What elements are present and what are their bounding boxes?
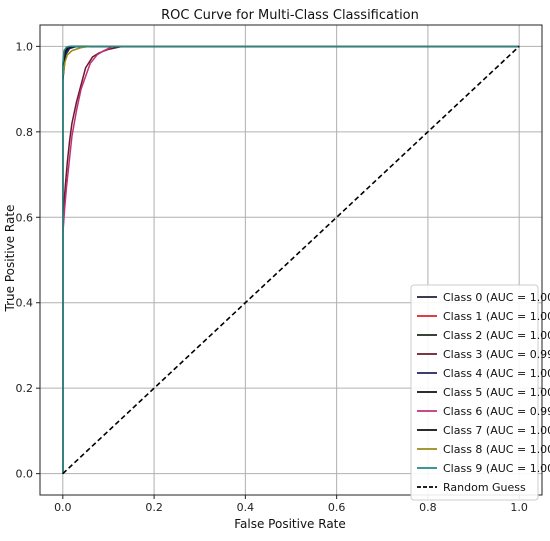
axis-ticks: 0.0 0.2 0.4 0.6 0.8 1.0 0.0 0.2 0.4 0.6 0.8 1.0 — [16, 40, 528, 514]
legend-label: Class 6 (AUC = 0.99) — [443, 405, 550, 418]
legend-box — [410, 284, 539, 501]
y-tick-label: 0.0 — [16, 468, 34, 481]
y-axis-title: True Positive Rate — [3, 205, 17, 313]
legend-label: Class 7 (AUC = 1.00) — [443, 424, 550, 437]
legend-label: Class 2 (AUC = 1.00) — [443, 329, 550, 342]
legend-label: Class 4 (AUC = 1.00) — [443, 367, 550, 380]
series-line-10 — [62, 45, 520, 475]
legend-label: Class 8 (AUC = 1.00) — [443, 443, 550, 456]
y-tick-label: 0.2 — [16, 382, 34, 395]
x-tick-label: 0.2 — [145, 501, 163, 514]
chart-title: ROC Curve for Multi-Class Classification — [161, 8, 419, 23]
series-line-9 — [62, 45, 520, 474]
legend-label: Random Guess — [443, 481, 526, 494]
legend-label: Class 0 (AUC = 1.00) — [443, 291, 550, 304]
y-tick-label: 0.6 — [16, 211, 34, 224]
legend-label: Class 9 (AUC = 1.00) — [443, 462, 550, 475]
x-tick-label: 0.4 — [237, 501, 255, 514]
x-tick-label: 1.0 — [510, 501, 528, 514]
y-tick-label: 1.0 — [16, 40, 34, 53]
legend-label: Class 3 (AUC = 0.99) — [443, 348, 550, 361]
x-axis-title: False Positive Rate — [234, 517, 346, 531]
y-tick-label: 0.8 — [16, 126, 34, 139]
x-tick-label: 0.0 — [54, 501, 72, 514]
series-line-6 — [62, 45, 520, 474]
legend-label: Class 1 (AUC = 1.00) — [443, 310, 550, 323]
plot-frame — [39, 24, 543, 496]
legend: Class 0 (AUC = 1.00) Class 1 (AUC = 1.00)… — [410, 284, 550, 501]
series-lines — [62, 45, 520, 475]
y-tick-label: 0.4 — [16, 297, 34, 310]
legend-label: Class 5 (AUC = 1.00) — [443, 386, 550, 399]
x-tick-label: 0.6 — [328, 501, 346, 514]
x-tick-label: 0.8 — [419, 501, 437, 514]
